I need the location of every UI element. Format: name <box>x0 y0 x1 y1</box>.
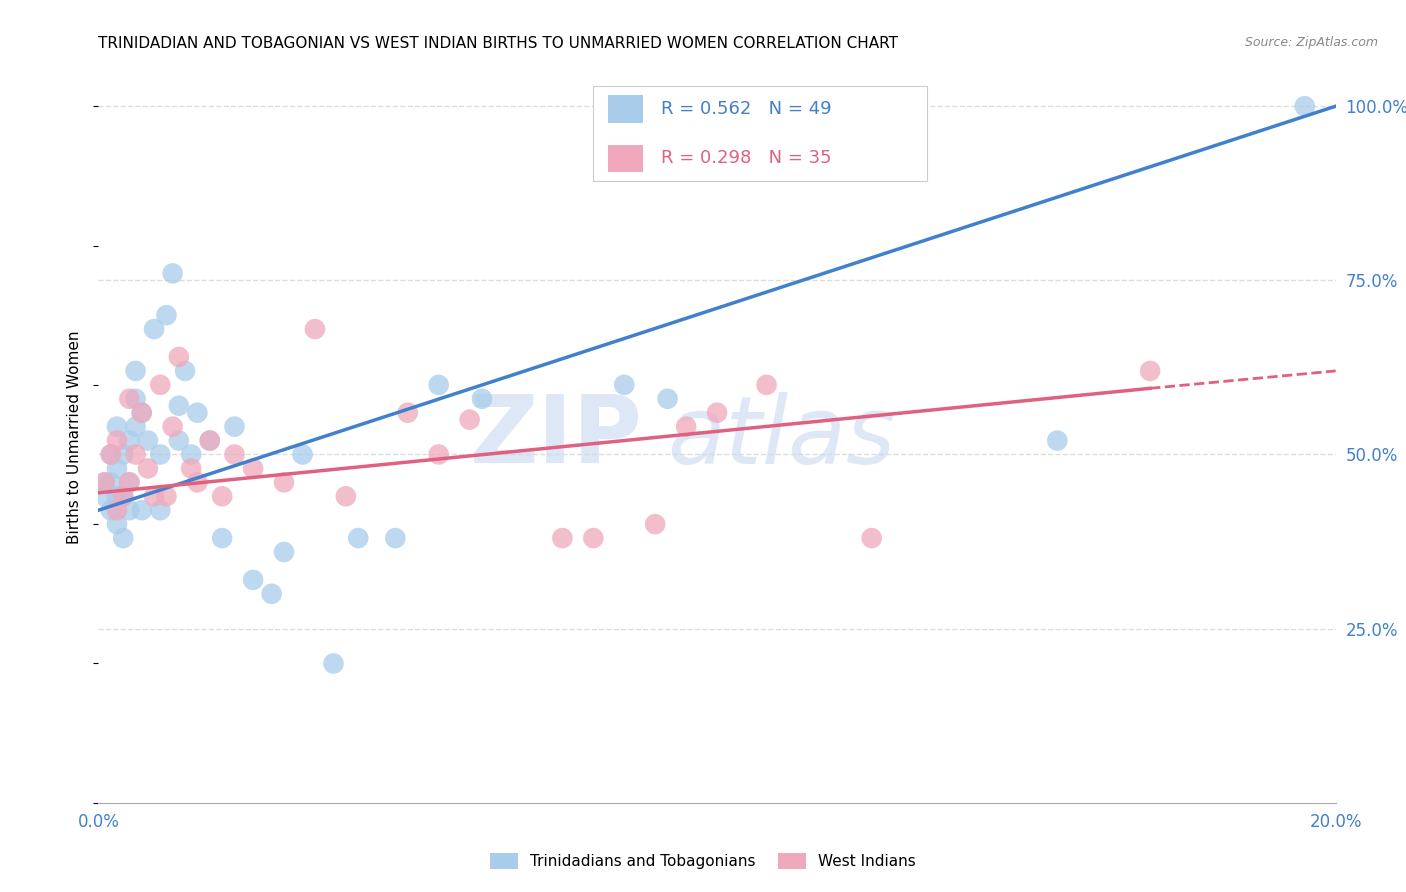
Point <box>112 448 135 462</box>
Point <box>162 419 184 434</box>
Text: TRINIDADIAN AND TOBAGONIAN VS WEST INDIAN BIRTHS TO UNMARRIED WOMEN CORRELATION : TRINIDADIAN AND TOBAGONIAN VS WEST INDIA… <box>98 36 898 51</box>
Point <box>211 531 233 545</box>
Point <box>675 99 697 113</box>
Point <box>131 406 153 420</box>
Point <box>644 517 666 532</box>
Point <box>427 377 450 392</box>
Point <box>291 448 314 462</box>
Point <box>105 517 128 532</box>
Point <box>335 489 357 503</box>
Point <box>1046 434 1069 448</box>
Point <box>242 573 264 587</box>
Point <box>198 434 221 448</box>
Point <box>93 489 115 503</box>
Point <box>136 434 159 448</box>
Point <box>582 531 605 545</box>
Point <box>304 322 326 336</box>
Point <box>136 461 159 475</box>
Point <box>131 503 153 517</box>
Point <box>768 134 790 148</box>
Text: atlas: atlas <box>668 392 896 483</box>
Point <box>118 392 141 406</box>
Point <box>162 266 184 280</box>
Point <box>149 377 172 392</box>
Point <box>706 406 728 420</box>
Point <box>860 531 883 545</box>
Point <box>112 489 135 503</box>
Point <box>124 392 146 406</box>
Point <box>471 392 494 406</box>
Point <box>93 475 115 490</box>
Point <box>105 503 128 517</box>
Point <box>93 475 115 490</box>
Point <box>242 461 264 475</box>
Y-axis label: Births to Unmarried Women: Births to Unmarried Women <box>67 330 83 544</box>
Point <box>143 322 166 336</box>
Point <box>186 406 208 420</box>
Point <box>198 434 221 448</box>
Point <box>105 419 128 434</box>
Point <box>273 475 295 490</box>
Point <box>224 419 246 434</box>
Point <box>180 448 202 462</box>
Point <box>167 350 190 364</box>
Point <box>260 587 283 601</box>
Point <box>322 657 344 671</box>
Point <box>155 308 177 322</box>
Point <box>100 448 122 462</box>
Point <box>396 406 419 420</box>
Point <box>1139 364 1161 378</box>
Point <box>118 434 141 448</box>
Point <box>105 434 128 448</box>
Point <box>174 364 197 378</box>
Point <box>155 489 177 503</box>
Point <box>124 364 146 378</box>
Point <box>347 531 370 545</box>
Text: Source: ZipAtlas.com: Source: ZipAtlas.com <box>1244 36 1378 49</box>
Point <box>100 503 122 517</box>
Point <box>427 448 450 462</box>
Text: ZIP: ZIP <box>470 391 643 483</box>
Point <box>143 489 166 503</box>
Point <box>105 461 128 475</box>
Point <box>551 531 574 545</box>
Point <box>755 377 778 392</box>
Point <box>1294 99 1316 113</box>
Point <box>675 419 697 434</box>
Point <box>124 448 146 462</box>
Point <box>105 489 128 503</box>
Point <box>211 489 233 503</box>
Point <box>167 399 190 413</box>
FancyBboxPatch shape <box>593 86 928 181</box>
Point <box>384 531 406 545</box>
Point <box>100 448 122 462</box>
Point <box>180 461 202 475</box>
Point <box>224 448 246 462</box>
Text: R = 0.298   N = 35: R = 0.298 N = 35 <box>661 149 832 168</box>
Point <box>149 448 172 462</box>
Point <box>458 412 481 426</box>
Bar <box>609 95 643 122</box>
Point <box>118 475 141 490</box>
Point <box>112 531 135 545</box>
Point <box>112 489 135 503</box>
Point <box>149 503 172 517</box>
Point <box>273 545 295 559</box>
Point <box>613 377 636 392</box>
Point <box>118 503 141 517</box>
Bar <box>609 145 643 172</box>
Point <box>124 419 146 434</box>
Legend: Trinidadians and Tobagonians, West Indians: Trinidadians and Tobagonians, West India… <box>484 847 922 875</box>
Point <box>131 406 153 420</box>
Point <box>167 434 190 448</box>
Point <box>186 475 208 490</box>
Point <box>657 392 679 406</box>
Point <box>100 475 122 490</box>
Point <box>118 475 141 490</box>
Text: R = 0.562   N = 49: R = 0.562 N = 49 <box>661 100 832 118</box>
